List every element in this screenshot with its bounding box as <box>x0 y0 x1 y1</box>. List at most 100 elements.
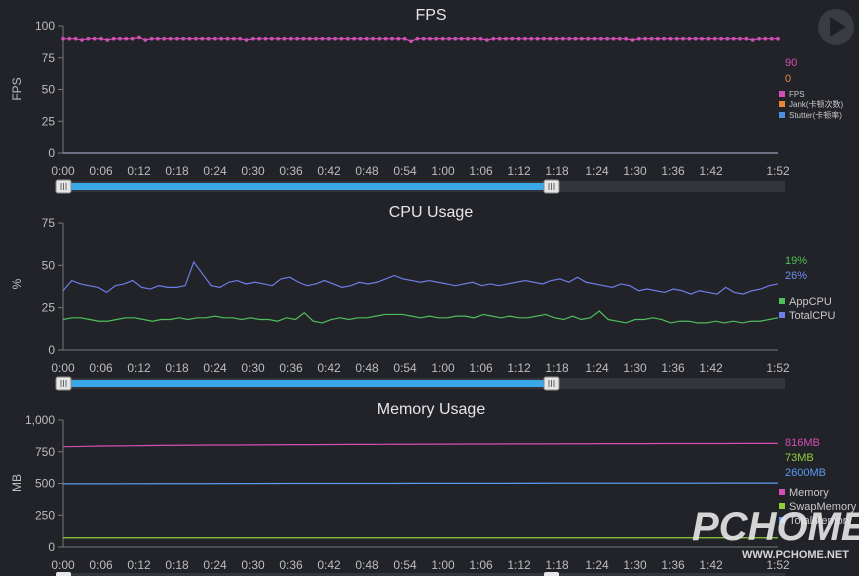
fps-series-fps-point <box>662 36 666 41</box>
mem-xtick-label: 1:42 <box>699 558 723 572</box>
fps-title: FPS <box>415 7 446 24</box>
fps-xtick-label: 1:12 <box>507 164 531 178</box>
fps-series-fps-point <box>542 36 546 41</box>
mem-ytick-label: 500 <box>35 477 55 491</box>
fps-xtick-label: 0:18 <box>165 164 189 178</box>
cpu-range-slider[interactable] <box>55 376 785 391</box>
cpu-xtick-label: 0:42 <box>317 361 341 375</box>
fps-series-fps-point <box>345 36 350 41</box>
fps-xtick-label: 0:24 <box>203 164 227 178</box>
fps-series-fps-point <box>333 36 337 41</box>
fps-series-fps-point <box>282 36 287 41</box>
fps-series-fps-point <box>428 36 432 41</box>
legend-swap-label: SwapMemory <box>789 501 857 513</box>
fps-slider-handle-left[interactable] <box>55 179 72 194</box>
legend-stutter-swatch <box>779 112 785 118</box>
fps-ytick-label: 75 <box>42 51 56 65</box>
mem-xtick-label: 0:42 <box>317 558 341 572</box>
jank-current-value: 0 <box>785 73 791 85</box>
fps-series-fps-point <box>124 36 129 41</box>
cpu-xtick-label: 0:00 <box>51 361 75 375</box>
fps-series-fps-point <box>611 36 616 41</box>
memory-title: Memory Usage <box>377 401 486 418</box>
cpu-chart: CPU Usage % 0 25 50 75 0:00 0:06 0:12 0:18 0:24… <box>10 204 836 391</box>
fps-series-fps-point <box>769 36 774 41</box>
fps-series-fps-point <box>719 36 723 41</box>
fps-series-fps-point <box>92 36 97 41</box>
fps-series-fps-point <box>270 36 274 41</box>
fps-series-fps-point <box>599 36 603 41</box>
watermark-url: WWW.PCHOME.NET <box>742 549 849 561</box>
fps-range-slider[interactable] <box>55 179 785 194</box>
cpu-slider-handle-right[interactable] <box>543 376 560 391</box>
fps-series-fps-point <box>307 36 312 41</box>
fps-xtick-label: 0:48 <box>355 164 379 178</box>
legend-totalcpu-label: TotalCPU <box>789 310 836 322</box>
fps-series-fps-point <box>251 36 255 41</box>
memory-slider-handle-left[interactable] <box>56 572 71 576</box>
legend-fps-swatch <box>779 91 785 97</box>
mem-series-totalmemory <box>63 482 778 485</box>
fps-series-fps-point <box>156 36 160 41</box>
memory-current-value: 816MB <box>785 437 820 449</box>
legend-appcpu-swatch <box>779 298 785 304</box>
fps-x-axis: 0:00 0:06 0:12 0:18 0:24 0:30 0:36 0:42 0:48 0:54… <box>51 164 790 178</box>
fps-series-fps-point <box>295 36 299 41</box>
fps-xtick-label: 1:52 <box>766 164 790 178</box>
fps-series-fps-point <box>200 36 205 41</box>
cpu-xtick-label: 1:24 <box>585 361 609 375</box>
fps-series-fps-point <box>301 36 306 41</box>
cpu-y-axis: 0 25 50 75 <box>42 216 63 357</box>
fps-series-fps-point <box>504 36 508 41</box>
fps-series-fps-point <box>554 36 559 41</box>
memory-chart: Memory Usage MB 0 250 500 750 1,000 0:00 0:06… <box>10 401 859 576</box>
fps-series-fps-point <box>225 36 230 41</box>
cpu-xtick-label: 1:42 <box>699 361 723 375</box>
fps-series-fps-point <box>149 36 154 41</box>
mem-xtick-label: 0:12 <box>127 558 151 572</box>
play-button[interactable] <box>818 9 854 45</box>
mem-ytick-label: 250 <box>35 508 55 522</box>
mem-xtick-label: 1:06 <box>469 558 493 572</box>
cpu-xtick-label: 0:06 <box>89 361 113 375</box>
mem-xtick-label: 0:30 <box>241 558 265 572</box>
fps-series-fps-point <box>655 36 660 41</box>
fps-xtick-label: 1:00 <box>431 164 455 178</box>
memory-range-slider[interactable] <box>56 572 785 576</box>
fps-series-fps-point <box>244 38 249 42</box>
fps-y-axis: 0 25 50 75 100 <box>35 19 63 160</box>
cpu-xtick-label: 1:52 <box>766 361 790 375</box>
cpu-slider-range <box>64 380 552 387</box>
fps-series-fps-point <box>276 36 280 41</box>
fps-series-fps-point <box>605 36 609 41</box>
mem-xtick-label: 0:18 <box>165 558 189 572</box>
legend-totalcpu-swatch <box>779 312 785 318</box>
fps-series-fps-point <box>377 36 382 41</box>
fps-series-fps-point <box>497 36 502 41</box>
cpu-xtick-label: 1:00 <box>431 361 455 375</box>
fps-series-fps-point <box>130 36 135 41</box>
cpu-xtick-label: 1:18 <box>545 361 569 375</box>
legend-appcpu-label: AppCPU <box>789 296 832 308</box>
fps-series-fps-point <box>320 36 325 41</box>
cpu-x-axis: 0:00 0:06 0:12 0:18 0:24 0:30 0:36 0:42 0:48 0:54… <box>51 361 790 375</box>
fps-series-fps-point <box>592 36 597 41</box>
fps-series-fps-point <box>232 36 236 41</box>
mem-xtick-label: 1:52 <box>766 558 790 572</box>
fps-series-fps-point <box>630 38 635 42</box>
fps-series-fps-point <box>111 36 116 41</box>
fps-series-fps-point <box>257 36 261 41</box>
mem-xtick-label: 1:00 <box>431 558 455 572</box>
fps-slider-handle-right[interactable] <box>543 179 560 194</box>
fps-series-fps-point <box>643 36 647 41</box>
cpu-xtick-label: 0:36 <box>279 361 303 375</box>
cpu-xtick-label: 1:12 <box>507 361 531 375</box>
memory-slider-handle-right[interactable] <box>544 572 559 576</box>
legend-memory-swatch <box>779 489 785 495</box>
memory-slider-track <box>58 573 785 576</box>
fps-series-fps-point <box>725 36 730 41</box>
mem-xtick-label: 0:06 <box>89 558 113 572</box>
cpu-slider-handle-left[interactable] <box>55 376 72 391</box>
fps-series-fps-point <box>80 38 84 42</box>
fps-series-fps-point <box>314 36 318 41</box>
